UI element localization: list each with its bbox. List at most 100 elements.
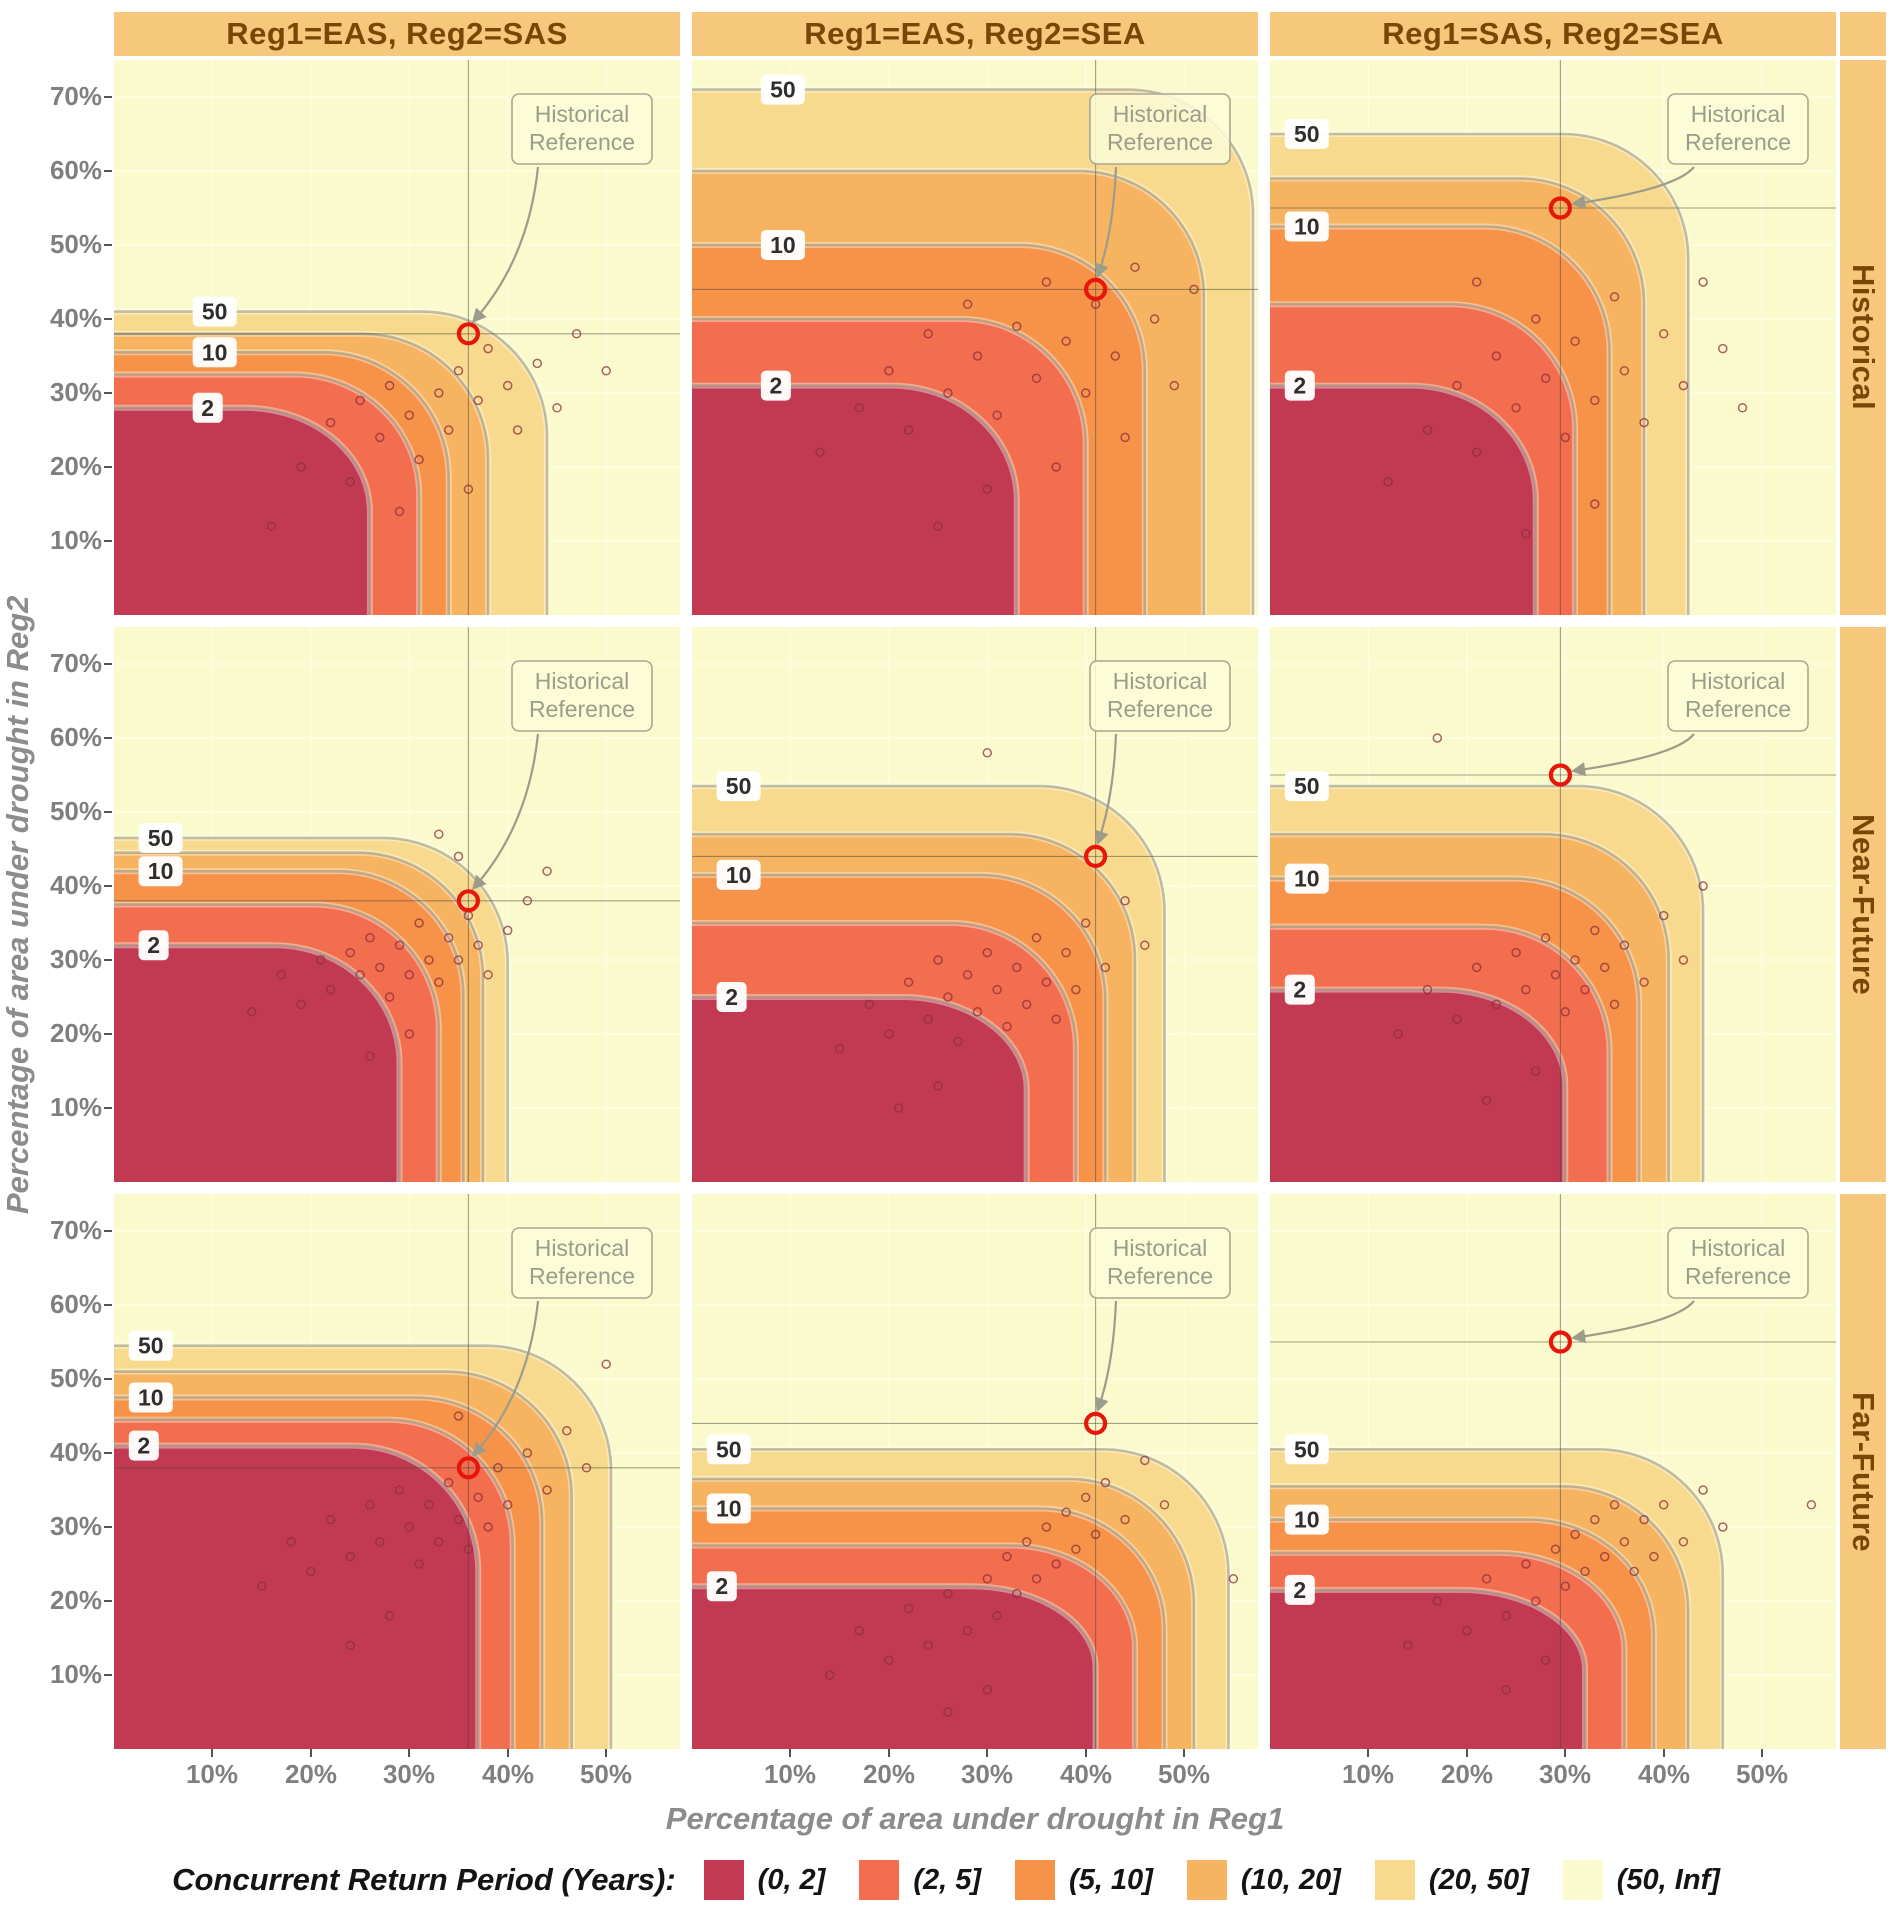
svg-text:10: 10: [1294, 214, 1320, 240]
scatter-points: [1383, 277, 1748, 539]
reference-arrow: [471, 733, 540, 891]
y-tick-mark: [104, 1378, 112, 1380]
svg-text:Reference: Reference: [1107, 129, 1213, 155]
contour-line-50: [692, 1448, 1230, 1749]
y-tick-mark: [104, 540, 112, 542]
contour-line-2: [692, 384, 1019, 615]
contour-label-10: 10: [1284, 863, 1329, 894]
svg-text:2: 2: [137, 1433, 150, 1459]
svg-text:50: 50: [716, 1436, 742, 1462]
contour-line-10: [114, 869, 465, 1182]
contour-label-50: 50: [192, 296, 237, 327]
contour-line-50: [1270, 1448, 1725, 1749]
svg-text:Reference: Reference: [1107, 1263, 1213, 1289]
contour-line-10: [692, 1507, 1166, 1749]
x-tick-mark: [1085, 1749, 1087, 1757]
svg-text:10: 10: [148, 858, 174, 884]
contour-band-2: [692, 1586, 1096, 1749]
legend-swatch: [1374, 1860, 1415, 1900]
facet-panel-farfuture-eas-sea: 2 10 50 Historical Reference: [692, 1194, 1258, 1749]
contour-label-2: 2: [1284, 974, 1315, 1005]
svg-text:2: 2: [1293, 373, 1306, 399]
facet-row-header-nearfuture: Near-Future: [1840, 627, 1886, 1182]
y-tick-mark: [104, 1674, 112, 1676]
reference-marker: [456, 322, 480, 346]
x-tick-label: 20%: [862, 1759, 916, 1789]
y-tick-label: 30%: [49, 377, 102, 407]
contour-label-50: 50: [138, 822, 183, 853]
contour-band-2: [1270, 989, 1566, 1182]
reference-marker: [1548, 763, 1572, 787]
contour-line-10: [1270, 1518, 1656, 1749]
contour-label-10: 10: [716, 859, 761, 890]
svg-text:2: 2: [201, 395, 214, 421]
svg-text:Historical: Historical: [1691, 101, 1786, 127]
contour-band-2: [114, 407, 370, 615]
reference-arrow: [1094, 1300, 1118, 1413]
y-tick-mark: [104, 1304, 112, 1306]
x-tick-label: 50%: [1157, 1759, 1211, 1789]
reference-crosshair: [114, 1194, 680, 1749]
svg-text:2: 2: [147, 932, 160, 958]
svg-text:Reference: Reference: [529, 1263, 635, 1289]
svg-text:50: 50: [1294, 121, 1320, 147]
reference-arrow: [471, 1300, 540, 1458]
x-tick-mark: [789, 1749, 791, 1757]
y-tick-mark: [104, 1452, 112, 1454]
x-tick-mark: [1564, 1749, 1566, 1757]
reference-crosshair: [114, 60, 680, 615]
y-tick-mark: [104, 318, 112, 320]
svg-text:Historical: Historical: [1113, 101, 1208, 127]
x-axis-ticks-col-3: 10% 20% 30% 40% 50%: [1270, 1749, 1836, 1795]
contour-label-10: 10: [706, 1493, 751, 1524]
svg-text:2: 2: [715, 1573, 728, 1599]
y-tick-mark: [104, 1526, 112, 1528]
svg-text:Historical: Historical: [535, 101, 630, 127]
x-tick-label: 30%: [382, 1759, 436, 1789]
contour-line-5: [692, 317, 1087, 615]
x-tick-label: 20%: [1440, 1759, 1494, 1789]
x-tick-mark: [888, 1749, 890, 1757]
legend: Concurrent Return Period (Years): (0, 2]…: [0, 1843, 1892, 1917]
y-tick-label: 60%: [49, 1289, 102, 1319]
svg-text:50: 50: [202, 299, 228, 325]
x-tick-label: 50%: [579, 1759, 633, 1789]
y-tick-label: 40%: [49, 870, 102, 900]
y-tick-mark: [104, 392, 112, 394]
reference-marker: [1084, 1411, 1108, 1435]
contour-line-20: [1270, 1485, 1690, 1749]
contour-line-5: [1270, 302, 1577, 615]
scatter-points: [256, 1359, 611, 1651]
x-tick-mark: [1663, 1749, 1665, 1757]
contour-band-2: [1270, 385, 1536, 615]
svg-text:Reference: Reference: [1685, 129, 1791, 155]
y-tick-label: 60%: [49, 155, 102, 185]
x-tick-mark: [211, 1749, 213, 1757]
x-axis-title: Percentage of area under drought in Reg1: [665, 1801, 1285, 1836]
x-tick-label: 30%: [1538, 1759, 1592, 1789]
contour-line-50: [114, 310, 549, 615]
x-tick-mark: [605, 1749, 607, 1757]
y-tick-mark: [104, 1033, 112, 1035]
contour-label-2: 2: [138, 930, 169, 961]
contour-label-2: 2: [706, 1571, 737, 1602]
legend-items: (0, 2] (2, 5] (5, 10] (10, 20] (20, 50] (50, …: [703, 1860, 1720, 1900]
svg-text:50: 50: [726, 773, 752, 799]
svg-text:2: 2: [725, 984, 738, 1010]
contour-label-50: 50: [760, 74, 805, 105]
legend-label: (20, 50]: [1428, 1863, 1529, 1896]
svg-text:Historical: Historical: [535, 1235, 630, 1261]
svg-text:Reference: Reference: [529, 696, 635, 722]
y-tick-label: 10%: [49, 525, 102, 555]
x-tick-label: 40%: [1059, 1759, 1113, 1789]
x-tick-label: 30%: [960, 1759, 1014, 1789]
corner-strip: [1840, 12, 1886, 56]
contour-line-50: [1270, 132, 1690, 615]
legend-swatch: [1562, 1860, 1603, 1900]
